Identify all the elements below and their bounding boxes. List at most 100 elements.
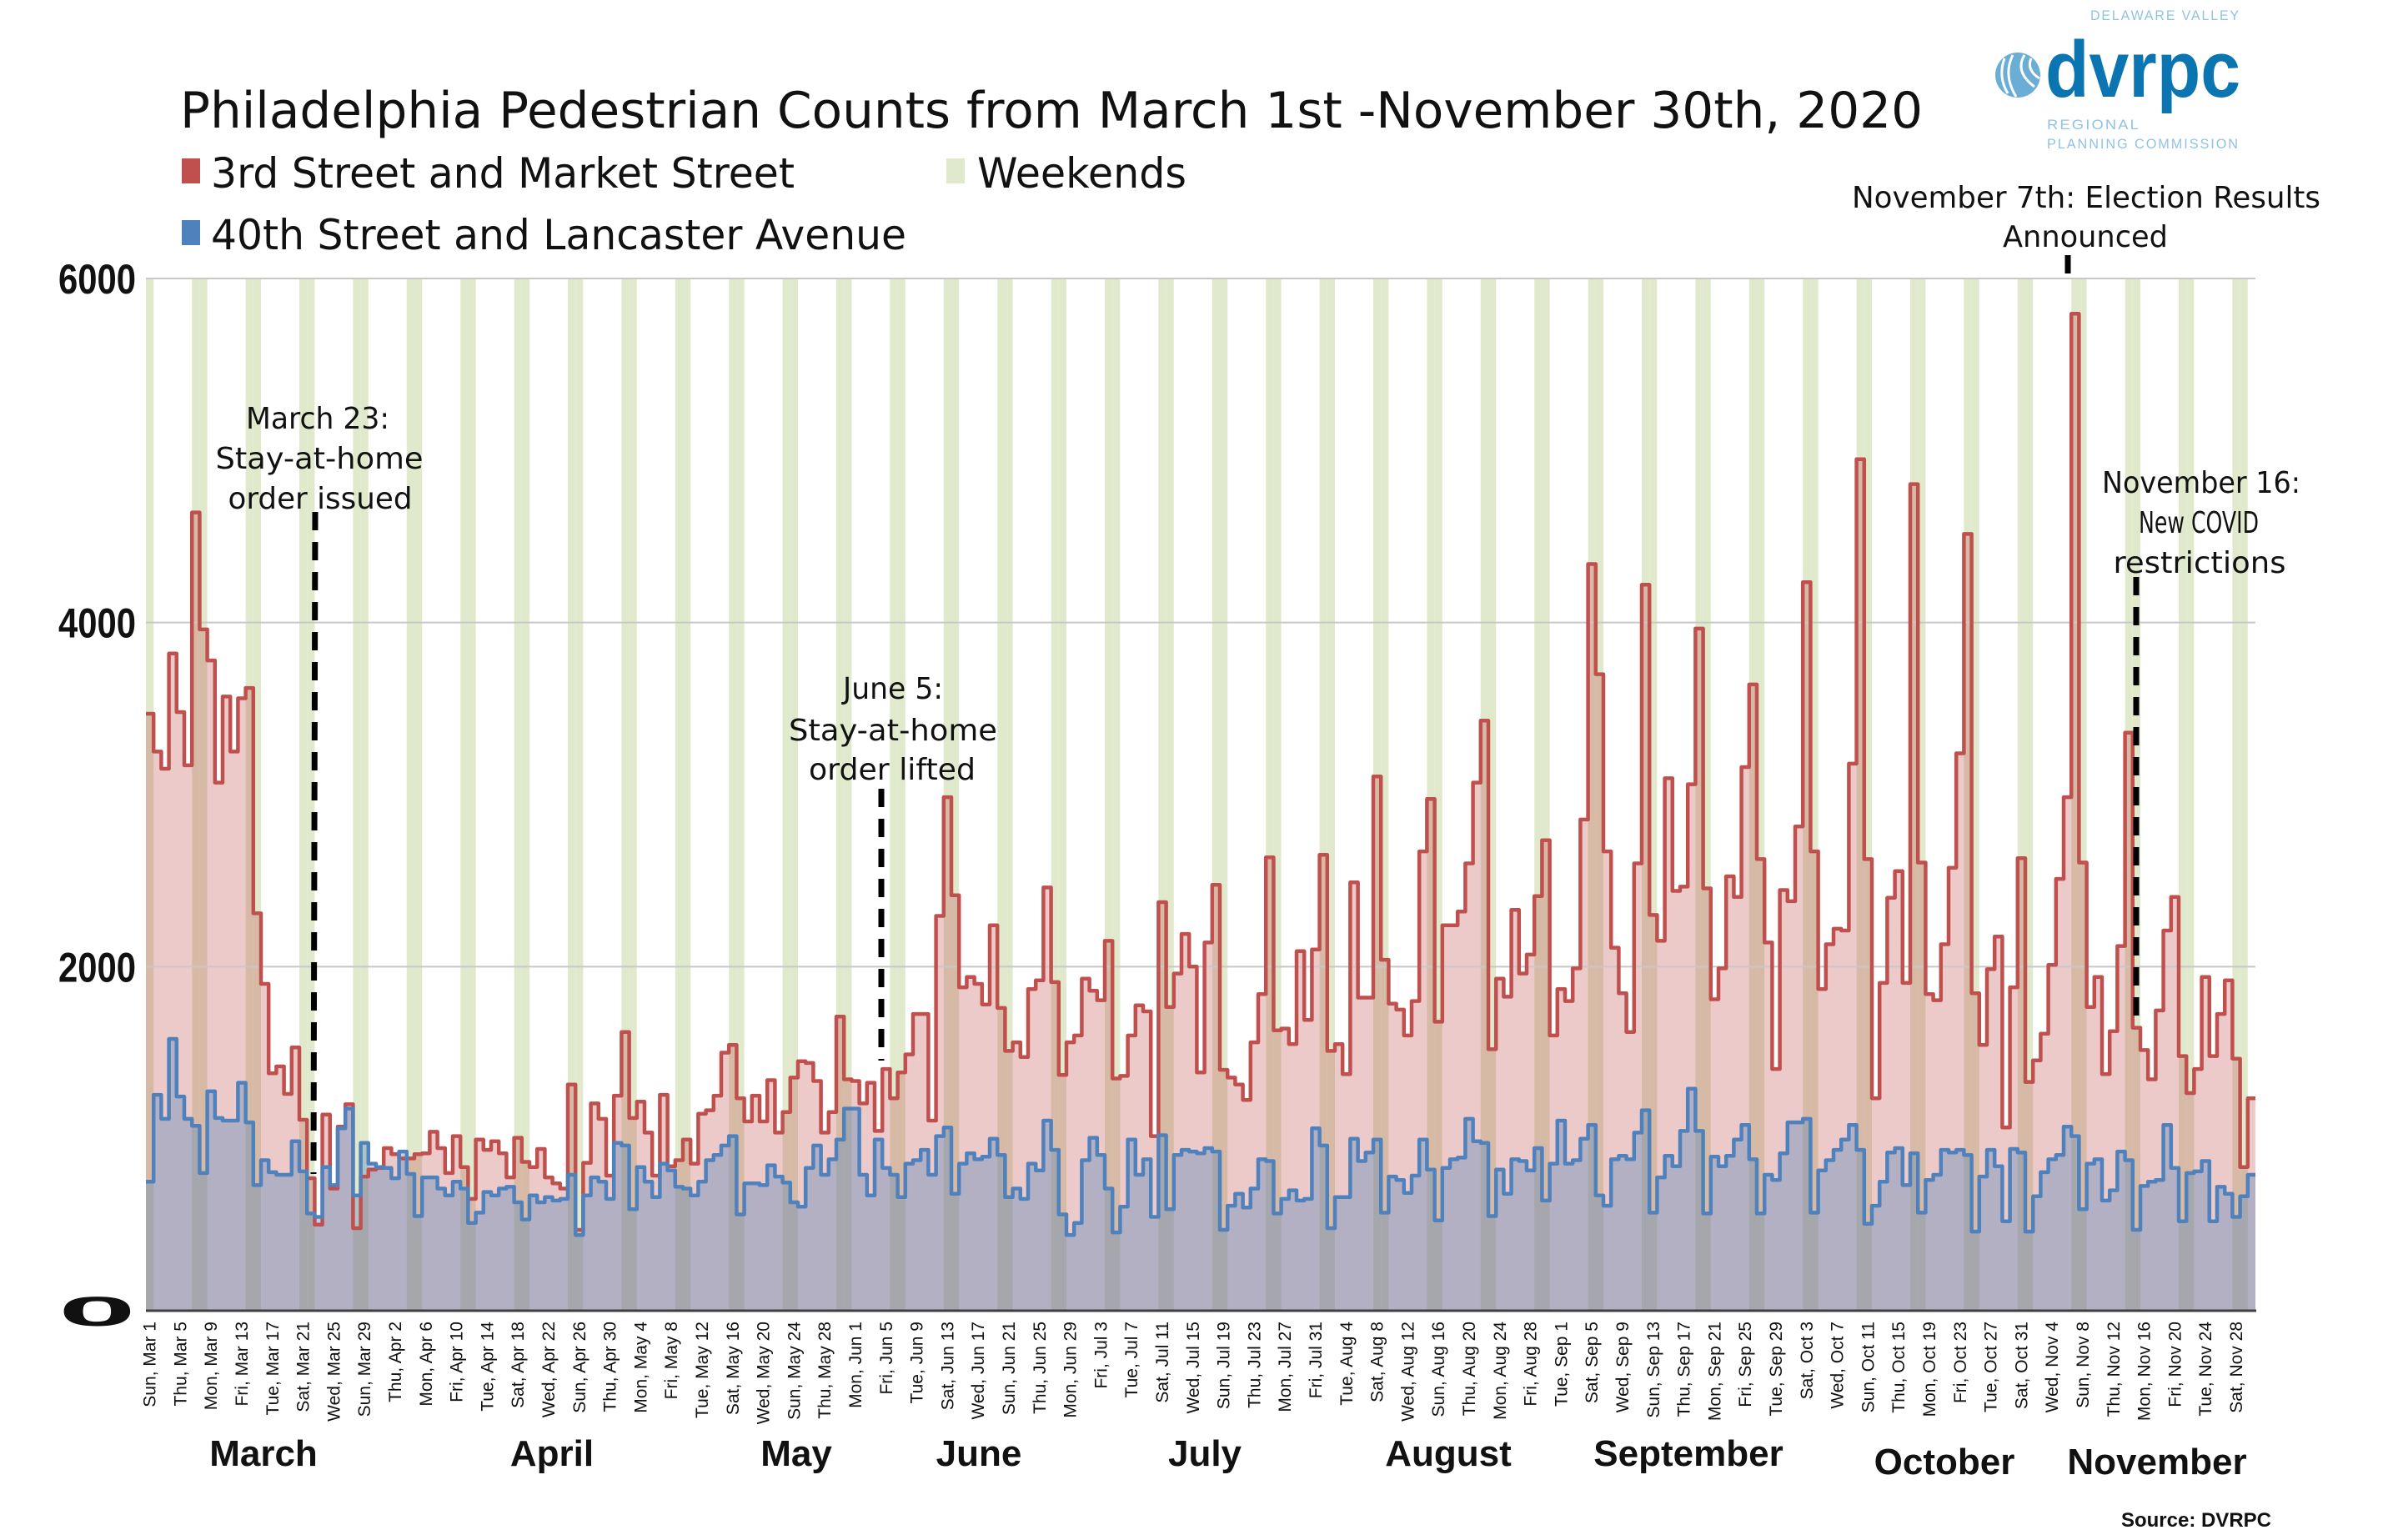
weekend-band — [1748, 278, 1757, 1311]
x-tick-label: Sun, Mar 29 — [355, 1322, 374, 1417]
weekend-band — [192, 278, 200, 1311]
x-tick-label: Thu, Jul 23 — [1245, 1322, 1264, 1408]
x-tick-label: Wed, Oct 7 — [1829, 1322, 1848, 1409]
weekend-band — [1212, 278, 1220, 1311]
weekend-band — [468, 278, 476, 1311]
logo-line2: REGIONAL — [2047, 117, 2140, 133]
weekend-band — [675, 278, 683, 1311]
month-labels: March April May June July August September Octo… — [209, 1433, 2246, 1482]
weekend-band — [2232, 278, 2240, 1311]
weekend-band — [890, 278, 898, 1311]
x-tick-label: Sat, Oct 3 — [1798, 1322, 1817, 1399]
x-tick-label: Thu, May 28 — [815, 1322, 835, 1419]
weekend-band — [1381, 278, 1389, 1311]
weekend-band — [146, 278, 154, 1311]
x-tick-label: Fri, Sep 25 — [1736, 1322, 1755, 1407]
x-tick-label: Wed, Jul 15 — [1184, 1322, 1203, 1414]
x-tick-label: Sat, Jun 13 — [938, 1322, 957, 1410]
x-tick-label: Thu, Jun 25 — [1031, 1322, 1050, 1414]
weekend-band — [897, 278, 906, 1311]
weekend-band — [1918, 278, 1926, 1311]
logo-line3: PLANNING COMMISSION — [2047, 136, 2240, 152]
weekend-band — [2125, 278, 2133, 1311]
legend-swatch-weekends — [946, 158, 965, 183]
weekend-band — [683, 278, 691, 1311]
x-tick-label: Wed, Nov 4 — [2043, 1322, 2062, 1413]
weekend-band — [1803, 278, 1811, 1311]
chart-title: Philadelphia Pedestrian Counts from Marc… — [180, 82, 1923, 140]
annotation-text: New COVID — [2139, 506, 2259, 540]
weekend-band — [1642, 278, 1650, 1311]
series-areas — [146, 314, 2255, 1311]
weekend-band — [1266, 278, 1274, 1311]
weekend-band — [1810, 278, 1819, 1311]
x-tick-label: Mon, Aug 24 — [1491, 1322, 1510, 1420]
weekend-bands — [146, 278, 2248, 1311]
x-tick-label: Fri, Aug 28 — [1522, 1322, 1541, 1407]
weekend-band — [1166, 278, 1174, 1311]
x-tick-label: Sun, Mar 1 — [141, 1322, 160, 1407]
weekend-band — [1757, 278, 1765, 1311]
logo-wordmark: dvrpc — [2045, 25, 2240, 114]
weekend-band — [2179, 278, 2187, 1311]
annotation-march-23: March 23: Stay-at-home order issued — [216, 402, 424, 1175]
x-tick-label: Mon, Sep 21 — [1705, 1322, 1724, 1421]
weekend-band — [1105, 278, 1113, 1311]
weekend-band — [1595, 278, 1603, 1311]
month-label: June — [936, 1433, 1022, 1474]
month-label: September — [1593, 1433, 1783, 1474]
x-tick-label: Sun, Nov 8 — [2074, 1322, 2093, 1408]
x-tick-label: Sat, Sep 5 — [1583, 1322, 1602, 1403]
annotation-november-7: November 7th: Election Results Announced — [1852, 181, 2320, 285]
x-tick-label: Sat, May 16 — [724, 1322, 743, 1415]
x-tick-label: Sat, Oct 31 — [2012, 1322, 2031, 1409]
weekend-band — [1703, 278, 1711, 1311]
weekend-band — [1649, 278, 1658, 1311]
weekend-band — [836, 278, 845, 1311]
month-label: August — [1385, 1433, 1512, 1474]
weekend-band — [199, 278, 208, 1311]
weekend-band — [782, 278, 790, 1311]
weekend-band — [629, 278, 637, 1311]
x-tick-label: Sat, Mar 21 — [294, 1322, 314, 1412]
x-tick-label: Mon, May 4 — [631, 1322, 650, 1413]
x-tick-label: Sun, May 24 — [785, 1322, 804, 1420]
x-tick-label: Tue, Aug 4 — [1337, 1322, 1357, 1406]
weekend-band — [307, 278, 315, 1311]
weekend-band — [1005, 278, 1013, 1311]
weekend-band — [1434, 278, 1442, 1311]
logo-top-line: DELAWARE VALLEY — [2090, 8, 2240, 23]
x-tick-label: Wed, Apr 22 — [539, 1322, 559, 1417]
weekend-band — [1058, 278, 1066, 1311]
annotation-text: March 23: — [246, 402, 389, 436]
x-tick-label: Tue, Sep 29 — [1767, 1322, 1786, 1417]
weekend-band — [353, 278, 361, 1311]
annotation-text: Announced — [2003, 220, 2168, 254]
dvrpc-logo: DELAWARE VALLEY dvrpc REGIONAL PLANNING … — [1995, 8, 2240, 152]
source-note: Source: DVRPC — [2121, 1509, 2271, 1532]
annotation-text: Stay-at-home — [789, 714, 997, 748]
month-label: July — [1168, 1433, 1242, 1474]
x-tick-label: Tue, Sep 1 — [1552, 1322, 1571, 1407]
weekend-band — [575, 278, 584, 1311]
weekend-band — [1542, 278, 1550, 1311]
weekend-band — [1051, 278, 1059, 1311]
month-label: March — [209, 1433, 318, 1474]
weekend-band — [1588, 278, 1596, 1311]
legend-swatch-3rd-market — [182, 158, 200, 183]
x-tick-label: Wed, Mar 25 — [324, 1322, 344, 1422]
weekend-band — [1480, 278, 1488, 1311]
x-axis-tick-labels: Sun, Mar 1 Thu, Mar 5 Mon, Mar 9 Fri, Mar 1… — [141, 1322, 2246, 1425]
legend-label-40th-lancaster: 40th Street and Lancaster Avenue — [211, 211, 906, 259]
series-area-3rd-market — [146, 314, 2255, 1311]
weekend-band — [1373, 278, 1382, 1311]
x-tick-label: Wed, Jun 17 — [969, 1322, 988, 1420]
weekend-band — [299, 278, 308, 1311]
annotation-dashed-line — [310, 511, 319, 1175]
weekend-band — [621, 278, 630, 1311]
x-tick-label: Tue, Oct 27 — [1982, 1322, 2001, 1412]
y-tick-label: 6000 — [58, 256, 136, 303]
weekend-band — [1427, 278, 1435, 1311]
x-tick-label: Mon, Nov 16 — [2135, 1322, 2155, 1421]
weekend-band — [406, 278, 414, 1311]
